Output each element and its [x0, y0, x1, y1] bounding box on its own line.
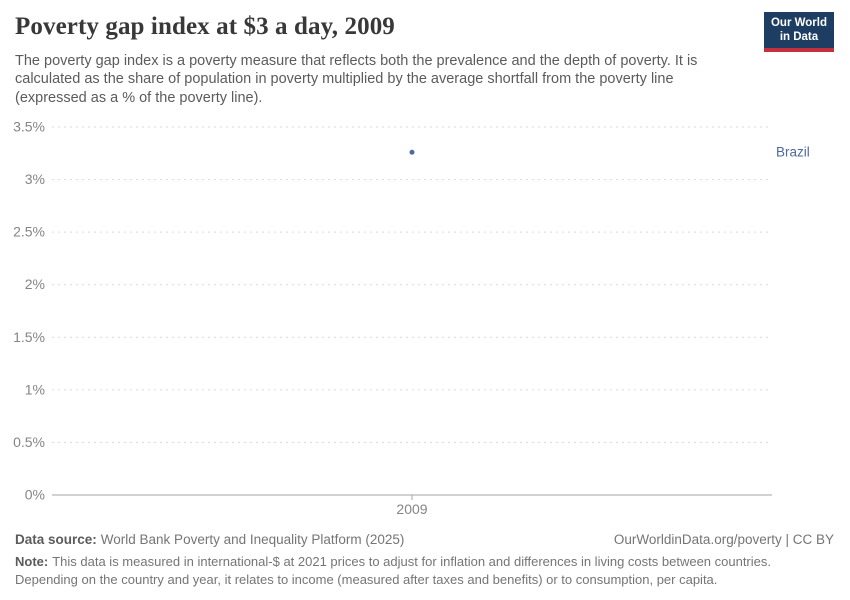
attribution-link[interactable]: OurWorldinData.org/poverty | CC BY — [613, 532, 834, 547]
owid-logo-line2: in Data — [779, 30, 819, 43]
data-source-label: Data source: — [15, 532, 97, 547]
y-axis-tick-label: 1% — [25, 381, 45, 397]
y-axis-tick-label: 1.5% — [13, 329, 45, 345]
note-text: This data is measured in international-$… — [15, 554, 771, 587]
note-label: Note: — [15, 554, 49, 569]
y-axis-tick-label: 3.5% — [13, 119, 45, 135]
y-axis-tick-label: 0% — [25, 487, 45, 503]
x-axis-tick-label: 2009 — [396, 501, 427, 517]
chart-title: Poverty gap index at $3 a day, 2009 — [15, 13, 395, 40]
data-source-line: Data source: World Bank Poverty and Inequ… — [15, 532, 404, 547]
y-axis-tick-label: 0.5% — [13, 434, 45, 450]
note-line: Note: This data is measured in internatio… — [15, 553, 783, 588]
chart-subtitle: The poverty gap index is a poverty measu… — [15, 53, 698, 106]
data-source-value[interactable]: World Bank Poverty and Inequality Platfo… — [100, 532, 405, 547]
y-axis-tick-label: 2.5% — [13, 224, 45, 240]
y-axis-tick-label: 2% — [25, 276, 45, 292]
owid-logo[interactable]: Our World in Data — [763, 12, 834, 52]
y-axis-tick-label: 3% — [25, 171, 45, 187]
footer-row: Data source: World Bank Poverty and Inequ… — [15, 532, 834, 547]
data-point-brazil[interactable] — [409, 149, 415, 155]
owid-logo-line1: Our World — [770, 17, 827, 29]
entity-label-brazil[interactable]: Brazil — [776, 145, 810, 160]
